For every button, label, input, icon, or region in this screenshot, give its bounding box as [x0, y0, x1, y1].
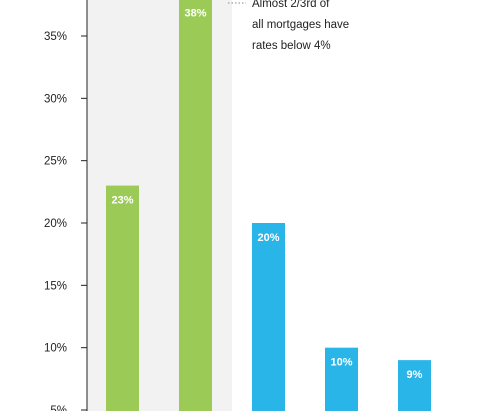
- y-tick-label: 5%: [50, 405, 67, 411]
- y-tick-label: 30%: [44, 93, 67, 105]
- bar: [325, 347, 358, 411]
- bar-value-label: 38%: [184, 8, 206, 20]
- bar-value-label: 10%: [330, 357, 352, 369]
- bar-value-label: 23%: [111, 195, 133, 207]
- bar-value-label: 9%: [407, 369, 423, 381]
- bar: [106, 185, 139, 411]
- bar: [252, 223, 285, 411]
- y-tick-label: 35%: [44, 31, 67, 43]
- y-tick-label: 25%: [44, 156, 67, 168]
- y-tick-label: 10%: [44, 343, 67, 355]
- annotation-text: Almost 2/3rd of: [252, 0, 330, 10]
- y-tick-label: 20%: [44, 218, 67, 230]
- annotation-text: rates below 4%: [252, 40, 331, 52]
- bar: [398, 360, 431, 411]
- y-tick-label: 15%: [44, 280, 67, 292]
- annotation-text: all mortgages have: [252, 19, 349, 31]
- bar-value-label: 20%: [257, 232, 279, 244]
- bar: [179, 0, 212, 411]
